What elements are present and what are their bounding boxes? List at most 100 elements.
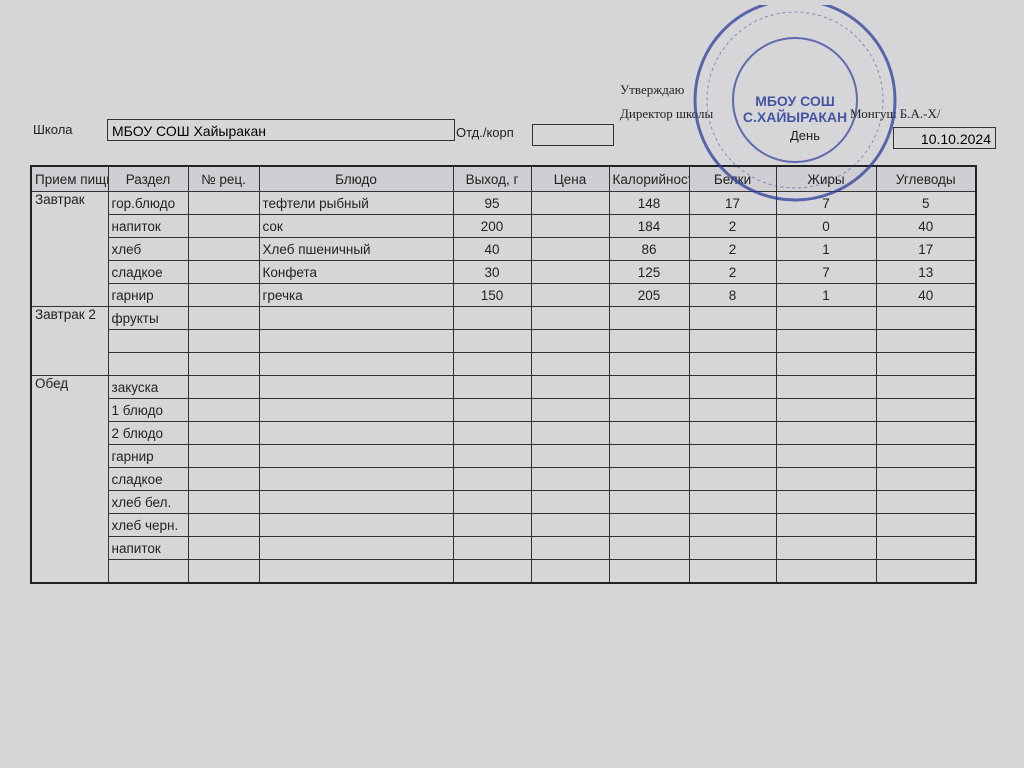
cell: сладкое (107, 467, 189, 491)
column-header: Выход, г (452, 165, 532, 192)
approve: Утверждаю (620, 82, 685, 97)
cell: хлеб (107, 237, 189, 261)
cell: 13 (875, 260, 977, 284)
cell (530, 260, 610, 284)
cell (530, 306, 610, 330)
cell: 0 (775, 214, 877, 238)
cell (875, 329, 977, 353)
cell (775, 444, 877, 468)
cell (875, 490, 977, 514)
cell: фрукты (107, 306, 189, 330)
cell (452, 306, 532, 330)
cell: 7 (775, 260, 877, 284)
cell (187, 536, 260, 560)
cell (608, 513, 690, 537)
menu-row (31, 352, 977, 376)
cell: гор.блюдо (107, 191, 189, 215)
cell (530, 444, 610, 468)
cell: 2 блюдо (107, 421, 189, 445)
cell (688, 513, 777, 537)
meal-name: Обед (30, 375, 109, 584)
cell (608, 467, 690, 491)
cell (187, 260, 260, 284)
cell (530, 513, 610, 537)
cell (688, 559, 777, 584)
cell: 200 (452, 214, 532, 238)
column-header: Прием пищи (30, 165, 109, 192)
cell: 184 (608, 214, 690, 238)
cell: 40 (875, 214, 977, 238)
menu-row: хлеб бел. (31, 490, 977, 514)
menu-row: 2 блюдо (31, 421, 977, 445)
cell (875, 375, 977, 399)
cell (258, 467, 454, 491)
cell: 150 (452, 283, 532, 307)
cell (187, 214, 260, 238)
cell (775, 329, 877, 353)
menu-row: Обед закуска (30, 375, 977, 584)
cell: тефтели рыбный (258, 191, 454, 215)
cell (608, 398, 690, 422)
cell (775, 490, 877, 514)
cell (452, 559, 532, 584)
cell: напиток (107, 536, 189, 560)
cell (530, 559, 610, 584)
cell (187, 283, 260, 307)
cell (452, 467, 532, 491)
cell: гречка (258, 283, 454, 307)
menu-row: сладкое (31, 467, 977, 491)
cell (608, 306, 690, 330)
meal-name: Завтрак 2 (30, 306, 109, 376)
cell (187, 329, 260, 353)
cell (187, 237, 260, 261)
cell (688, 536, 777, 560)
cell (107, 559, 189, 584)
cell (187, 398, 260, 422)
cell: сок (258, 214, 454, 238)
director: Директор школы (620, 106, 714, 121)
cell (775, 559, 877, 584)
column-header: Блюдо (258, 165, 454, 192)
cell (530, 421, 610, 445)
cell (688, 421, 777, 445)
cell (875, 467, 977, 491)
cell (187, 421, 260, 445)
cell (258, 306, 454, 330)
cell (775, 375, 877, 399)
column-header: Углеводы (875, 165, 977, 192)
cell (875, 559, 977, 584)
cell: 5 (875, 191, 977, 215)
cell: 1 (775, 283, 877, 307)
menu-row: хлеб Хлеб пшеничный 40 86 2 1 17 (31, 237, 977, 261)
menu-row (31, 559, 977, 584)
menu-row: гарнир (31, 444, 977, 468)
dept-label: Отд./корп (456, 125, 514, 140)
menu-row: Завтрак 2 фрукты (30, 306, 977, 376)
cell (452, 329, 532, 353)
cell (107, 352, 189, 376)
column-header: Цена (530, 165, 610, 192)
cell (258, 513, 454, 537)
menu-row: гарнир гречка 150 205 8 1 40 (31, 283, 977, 307)
cell (187, 375, 260, 399)
cell (688, 329, 777, 353)
cell: закуска (107, 375, 189, 399)
cell (688, 444, 777, 468)
cell (187, 467, 260, 491)
cell (187, 352, 260, 376)
cell: напиток (107, 214, 189, 238)
cell (775, 536, 877, 560)
cell (452, 375, 532, 399)
cell (187, 306, 260, 330)
cell (258, 490, 454, 514)
cell (608, 352, 690, 376)
cell: гарнир (107, 444, 189, 468)
cell: 1 (775, 237, 877, 261)
cell (258, 375, 454, 399)
menu-row (31, 329, 977, 353)
cell (258, 329, 454, 353)
dept-box (532, 124, 614, 146)
cell: хлеб черн. (107, 513, 189, 537)
cell (530, 352, 610, 376)
